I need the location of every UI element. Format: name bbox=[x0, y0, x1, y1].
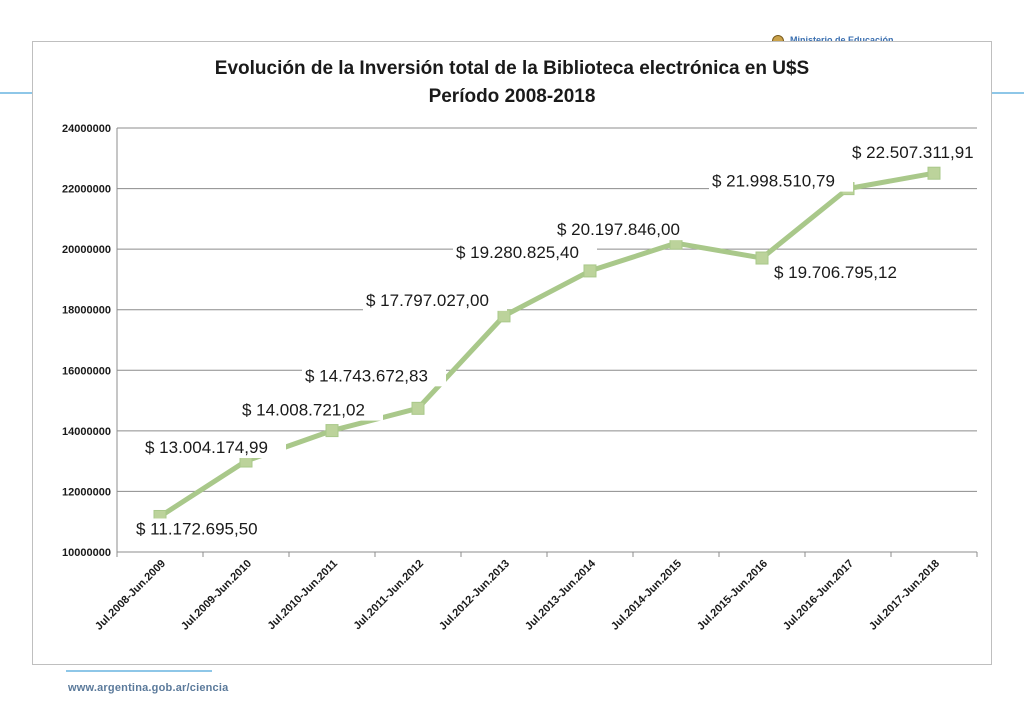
x-tick-label: Jul.2008-Jun.2009 bbox=[93, 558, 168, 633]
chart-subtitle: Período 2008-2018 bbox=[428, 86, 596, 107]
y-tick-label: 18000000 bbox=[62, 305, 111, 317]
x-tick-label: Jul.2016-Jun.2017 bbox=[781, 558, 856, 633]
chart-area: Evolución de la Inversión total de la Bi… bbox=[32, 41, 992, 665]
data-label-background bbox=[554, 219, 698, 241]
slide-accent-line-right bbox=[992, 92, 1024, 94]
data-point-marker bbox=[411, 401, 425, 415]
x-tick-label: Jul.2015-Jun.2016 bbox=[695, 558, 770, 633]
data-label: $ 22.507.311,91 bbox=[852, 143, 974, 162]
footer-accent-line bbox=[66, 670, 212, 672]
x-tick-label: Jul.2011-Jun.2012 bbox=[351, 558, 426, 633]
data-label-background bbox=[453, 241, 597, 263]
chart-title: Evolución de la Inversión total de la Bi… bbox=[214, 58, 810, 79]
x-tick-label: Jul.2013-Jun.2014 bbox=[523, 557, 599, 633]
data-label-background bbox=[771, 262, 915, 284]
data-label: $ 14.743.672,83 bbox=[305, 366, 428, 385]
data-label: $ 17.797.027,00 bbox=[366, 291, 489, 310]
data-label-background bbox=[709, 170, 853, 192]
data-point-marker bbox=[755, 251, 769, 265]
y-tick-label: 20000000 bbox=[62, 244, 111, 256]
slide-accent-line-left bbox=[0, 92, 32, 94]
y-tick-label: 16000000 bbox=[62, 365, 111, 377]
data-label-background bbox=[133, 518, 277, 540]
data-label: $ 19.280.825,40 bbox=[456, 243, 579, 262]
y-tick-label: 12000000 bbox=[62, 486, 111, 498]
data-label-background bbox=[849, 142, 991, 164]
series-line bbox=[158, 170, 935, 519]
data-label-background bbox=[239, 399, 383, 421]
data-label-background bbox=[302, 365, 446, 387]
data-label: $ 11.172.695,50 bbox=[136, 519, 258, 538]
data-label-background bbox=[363, 289, 507, 311]
data-label: $ 21.998.510,79 bbox=[712, 172, 835, 191]
data-label: $ 14.008.721,02 bbox=[242, 401, 365, 420]
y-tick-label: 22000000 bbox=[62, 184, 111, 196]
line-chart: 10000000 12000000 14000000 16000000 18000000… bbox=[62, 123, 991, 633]
x-tick-label: Jul.2012-Jun.2013 bbox=[437, 558, 512, 633]
x-tick-label: Jul.2010-Jun.2011 bbox=[265, 558, 340, 633]
y-tick-label: 10000000 bbox=[62, 547, 111, 559]
data-point-marker bbox=[497, 309, 511, 323]
x-tick-label: Jul.2017-Jun.2018 bbox=[867, 558, 942, 633]
y-tick-label: 14000000 bbox=[62, 426, 111, 438]
data-point-marker bbox=[325, 424, 339, 438]
x-tick-label: Jul.2014-Jun.2015 bbox=[609, 558, 684, 633]
data-point-marker bbox=[927, 166, 941, 180]
data-label: $ 13.004.174,99 bbox=[145, 438, 268, 457]
data-label: $ 20.197.846,00 bbox=[557, 220, 680, 239]
ministry-name: Ministerio de Educación bbox=[790, 35, 894, 45]
x-tick-label: Jul.2009-Jun.2010 bbox=[179, 558, 254, 633]
footer-url: www.argentina.gob.ar/ciencia bbox=[68, 682, 229, 694]
data-point-marker bbox=[583, 264, 597, 278]
data-label-background bbox=[142, 437, 286, 459]
y-tick-label: 24000000 bbox=[62, 123, 111, 135]
data-label: $ 19.706.795,12 bbox=[774, 263, 897, 282]
